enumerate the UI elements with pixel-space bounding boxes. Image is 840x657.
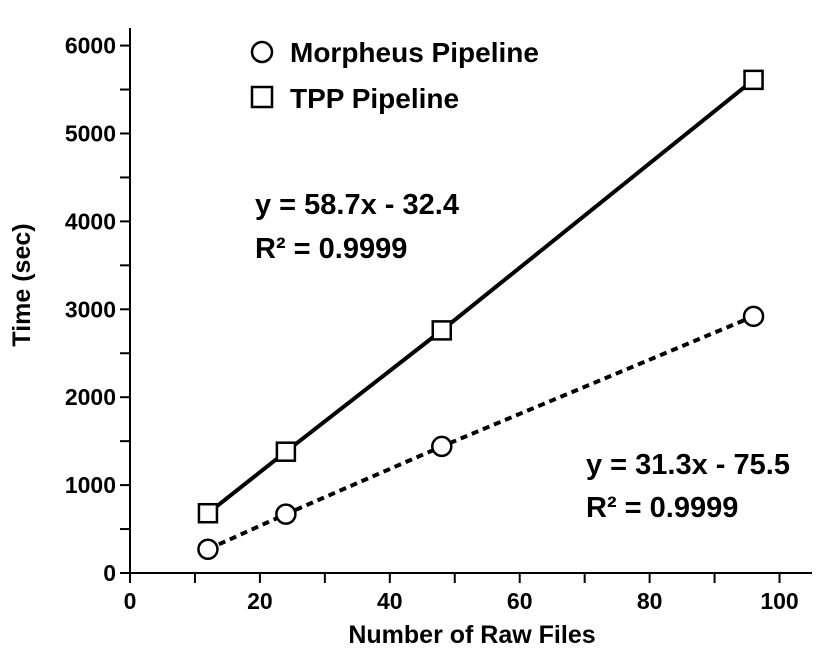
morpheus-r2: R² = 0.9999 xyxy=(586,492,738,524)
y-axis-label: Time (sec) xyxy=(8,223,36,346)
morpheus-equation: y = 31.3x - 75.5 xyxy=(586,449,790,481)
legend-marker-morpheus xyxy=(250,40,274,64)
morpheus-data-point xyxy=(197,538,219,561)
x-tick-label: 100 xyxy=(760,588,798,614)
tpp-data-point xyxy=(743,69,764,91)
y-tick-label: 5000 xyxy=(65,120,116,146)
x-tick-label: 20 xyxy=(247,588,273,614)
axes xyxy=(129,28,812,574)
fit-lines xyxy=(206,78,755,552)
x-axis-label: Number of Raw Files xyxy=(348,621,595,649)
legend: Morpheus Pipeline TPP Pipeline xyxy=(250,37,539,114)
tpp-equation: y = 58.7x - 32.4 xyxy=(255,189,459,221)
legend-marker-tpp xyxy=(250,85,274,109)
y-tick-label: 6000 xyxy=(65,33,116,59)
morpheus-fit-line xyxy=(207,314,755,552)
morpheus-data-point xyxy=(742,305,765,328)
legend-label-tpp: TPP Pipeline xyxy=(290,83,459,114)
morpheus-data-point xyxy=(431,435,453,458)
x-ticks: 0 20 40 60 80 100 xyxy=(124,573,799,614)
y-tick-label: 4000 xyxy=(65,208,116,234)
x-tick-label: 80 xyxy=(637,588,663,614)
x-tick-label: 60 xyxy=(507,588,533,614)
x-tick-label: 0 xyxy=(124,588,137,614)
y-tick-label: 3000 xyxy=(65,296,116,322)
tpp-data-point xyxy=(431,320,453,341)
tpp-fit-line xyxy=(206,78,755,515)
y-ticks: 0 1000 2000 3000 4000 5000 6000 xyxy=(65,33,130,586)
x-tick-label: 40 xyxy=(377,588,403,614)
tpp-data-point xyxy=(275,441,297,462)
y-tick-label: 2000 xyxy=(65,384,116,410)
y-tick-label: 1000 xyxy=(65,472,116,498)
tpp-data-point xyxy=(197,502,219,524)
morpheus-data-point xyxy=(275,503,297,525)
y-tick-label: 0 xyxy=(103,560,116,586)
legend-label-morpheus: Morpheus Pipeline xyxy=(290,37,539,68)
tpp-r2: R² = 0.9999 xyxy=(255,233,407,265)
data-points xyxy=(197,69,765,561)
